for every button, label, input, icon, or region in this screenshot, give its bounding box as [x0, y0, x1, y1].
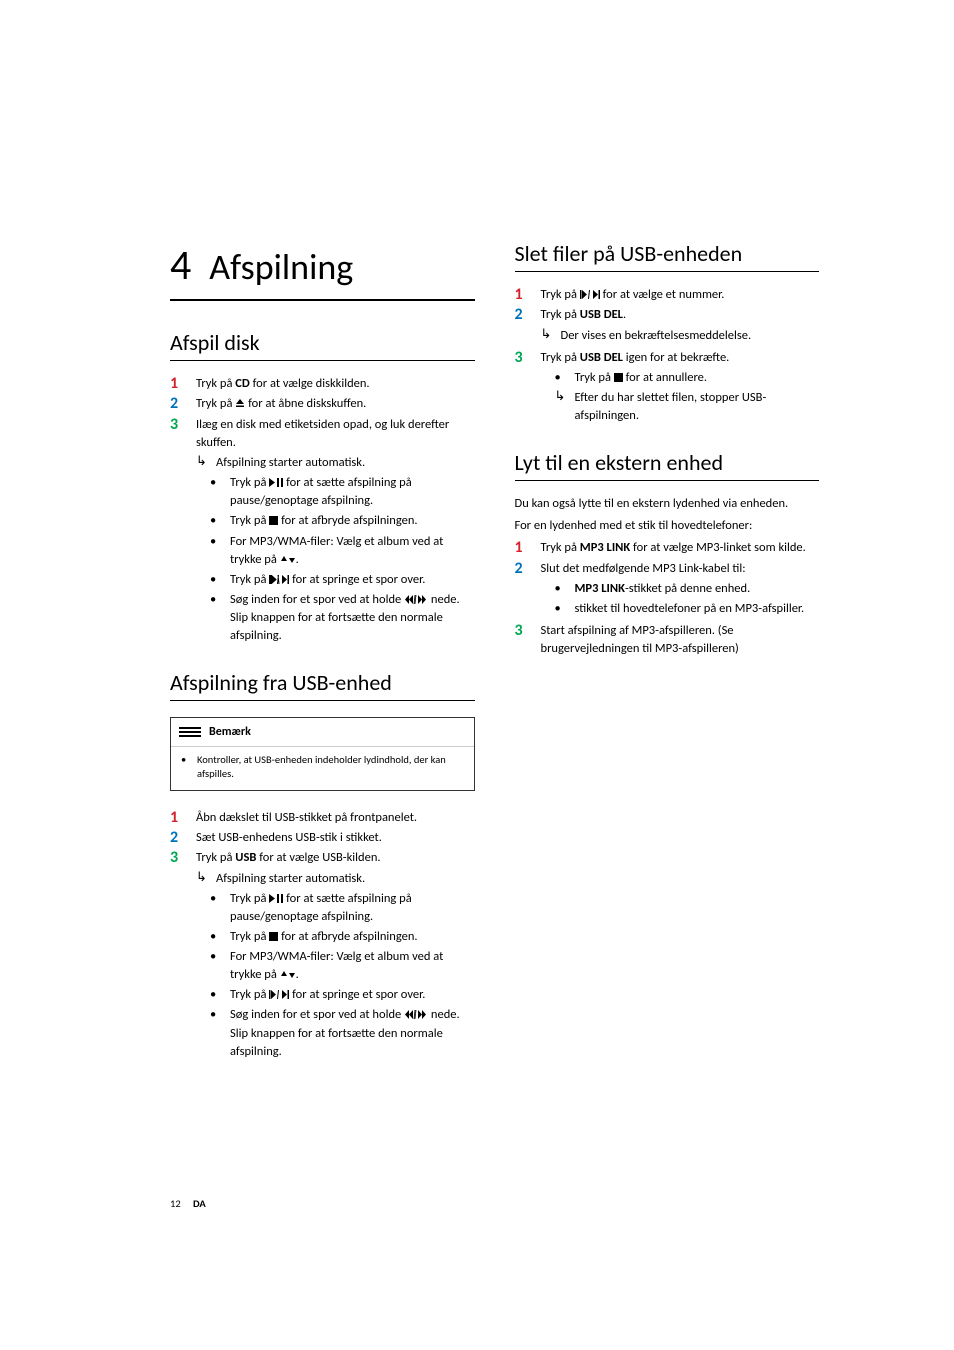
- afspil-disk-steps: 1 Tryk på CD for at vælge diskkilden. 2 …: [170, 375, 475, 647]
- list-item: Tryk på for at annullere.: [541, 369, 820, 387]
- step-result: ↳ Efter du har slettet filen, stopper US…: [555, 389, 820, 425]
- chapter-heading: 4 Afspilning: [170, 240, 475, 301]
- note-box: Bemærk Kontroller, at USB-enheden indeho…: [170, 717, 475, 790]
- result-arrow-icon: ↳: [555, 389, 569, 425]
- intro-text: Du kan også lytte til en ekstern lydenhe…: [515, 495, 820, 513]
- step-number: 3: [515, 622, 529, 658]
- note-item: Kontroller, at USB-enheden indeholder ly…: [181, 753, 464, 781]
- note-body: Kontroller, at USB-enheden indeholder ly…: [171, 747, 474, 789]
- play-pause-icon: [269, 475, 283, 490]
- list-item: Tryk på for at springe et spor over.: [196, 986, 475, 1004]
- step-number: 3: [170, 849, 184, 1062]
- note-label: Bemærk: [209, 725, 251, 739]
- step-text: Tryk på for at vælge et nummer.: [541, 286, 820, 304]
- page-number: 12: [170, 1197, 181, 1210]
- sub-bullets: Tryk på for at annullere.: [541, 369, 820, 387]
- section-usb-delete-title: Slet filer på USB-enheden: [515, 240, 820, 272]
- note-header: Bemærk: [171, 718, 474, 747]
- page-footer: 12 DA: [170, 1197, 206, 1210]
- page-lang: DA: [193, 1197, 206, 1210]
- step-number: 2: [515, 560, 529, 620]
- section-usb-play-title: Afspilning fra USB-enhed: [170, 669, 475, 701]
- step-text: Tryk på USB DEL. ↳ Der vises en bekræfte…: [541, 306, 820, 346]
- step-text: Start afspilning af MP3-afspilleren. (Se…: [541, 622, 820, 658]
- prev-next-icon: [269, 987, 289, 1002]
- rewind-forward-icon: [404, 1007, 428, 1022]
- step-text: Ilæg en disk med etiketsiden opad, og lu…: [196, 416, 475, 648]
- step-number: 1: [515, 286, 529, 304]
- step-text: Tryk på USB DEL igen for at bekræfte. Tr…: [541, 349, 820, 428]
- step-result: ↳ Afspilning starter automatisk.: [196, 454, 475, 472]
- result-arrow-icon: ↳: [541, 327, 555, 345]
- rewind-forward-icon: [404, 592, 428, 607]
- step-result: ↳ Der vises en bekræftelsesmeddelelse.: [541, 327, 820, 345]
- stop-icon: [614, 370, 623, 385]
- result-arrow-icon: ↳: [196, 454, 210, 472]
- step-number: 2: [515, 306, 529, 346]
- list-item: stikket til hovedtelefoner på en MP3-afs…: [541, 600, 820, 618]
- right-column: Slet filer på USB-enheden 1 Tryk på for …: [515, 240, 820, 1085]
- page-columns: 4 Afspilning Afspil disk 1 Tryk på CD fo…: [170, 240, 819, 1085]
- note-icon: [179, 724, 201, 740]
- section-external-title: Lyt til en ekstern enhed: [515, 449, 820, 481]
- chapter-title: Afspilning: [209, 245, 353, 289]
- chapter-number: 4: [170, 240, 191, 291]
- step-number: 1: [170, 809, 184, 827]
- up-down-icon: [280, 967, 296, 982]
- list-item: Tryk på for at afbryde afspilningen.: [196, 512, 475, 530]
- list-item: For MP3/WMA-filer: Vælg et album ved at …: [196, 533, 475, 569]
- step-result: ↳ Afspilning starter automatisk.: [196, 870, 475, 888]
- external-steps: 1 Tryk på MP3 LINK for at vælge MP3-link…: [515, 539, 820, 658]
- stop-icon: [269, 513, 278, 528]
- list-item: Søg inden for et spor ved at holde nede.…: [196, 591, 475, 645]
- step-text: Tryk på MP3 LINK for at vælge MP3-linket…: [541, 539, 820, 557]
- sub-heading: For en lydenhed med et stik til hovedtel…: [515, 517, 820, 535]
- list-item: MP3 LINK-stikket på denne enhed.: [541, 580, 820, 598]
- usb-delete-steps: 1 Tryk på for at vælge et nummer. 2 Tryk…: [515, 286, 820, 427]
- prev-next-icon: [580, 287, 600, 302]
- list-item: For MP3/WMA-filer: Vælg et album ved at …: [196, 948, 475, 984]
- list-item: Tryk på for at sætte afspilning på pause…: [196, 890, 475, 926]
- prev-next-icon: [269, 572, 289, 587]
- left-column: 4 Afspilning Afspil disk 1 Tryk på CD fo…: [170, 240, 475, 1085]
- list-item: Tryk på for at springe et spor over.: [196, 571, 475, 589]
- step-text: Tryk på CD for at vælge diskkilden.: [196, 375, 475, 393]
- step-number: 2: [170, 829, 184, 847]
- step-text: Sæt USB-enhedens USB-stik i stikket.: [196, 829, 475, 847]
- list-item: Søg inden for et spor ved at holde nede.…: [196, 1006, 475, 1060]
- step-text: Tryk på USB for at vælge USB-kilden. ↳ A…: [196, 849, 475, 1062]
- step-number: 1: [170, 375, 184, 393]
- list-item: Tryk på for at afbryde afspilningen.: [196, 928, 475, 946]
- eject-icon: [235, 396, 245, 411]
- step-text: Slut det medfølgende MP3 Link-kabel til:…: [541, 560, 820, 620]
- play-pause-icon: [269, 891, 283, 906]
- usb-play-steps: 1 Åbn dækslet til USB-stikket på frontpa…: [170, 809, 475, 1063]
- step-number: 3: [170, 416, 184, 648]
- result-arrow-icon: ↳: [196, 870, 210, 888]
- step-number: 2: [170, 395, 184, 413]
- step-text: Tryk på for at åbne diskskuffen.: [196, 395, 475, 413]
- list-item: Tryk på for at sætte afspilning på pause…: [196, 474, 475, 510]
- up-down-icon: [280, 552, 296, 567]
- sub-bullets: Tryk på for at sætte afspilning på pause…: [196, 890, 475, 1061]
- sub-bullets: MP3 LINK-stikket på denne enhed. stikket…: [541, 580, 820, 618]
- stop-icon: [269, 929, 278, 944]
- step-number: 1: [515, 539, 529, 557]
- step-number: 3: [515, 349, 529, 428]
- section-afspil-disk-title: Afspil disk: [170, 329, 475, 361]
- sub-bullets: Tryk på for at sætte afspilning på pause…: [196, 474, 475, 645]
- step-text: Åbn dækslet til USB-stikket på frontpane…: [196, 809, 475, 827]
